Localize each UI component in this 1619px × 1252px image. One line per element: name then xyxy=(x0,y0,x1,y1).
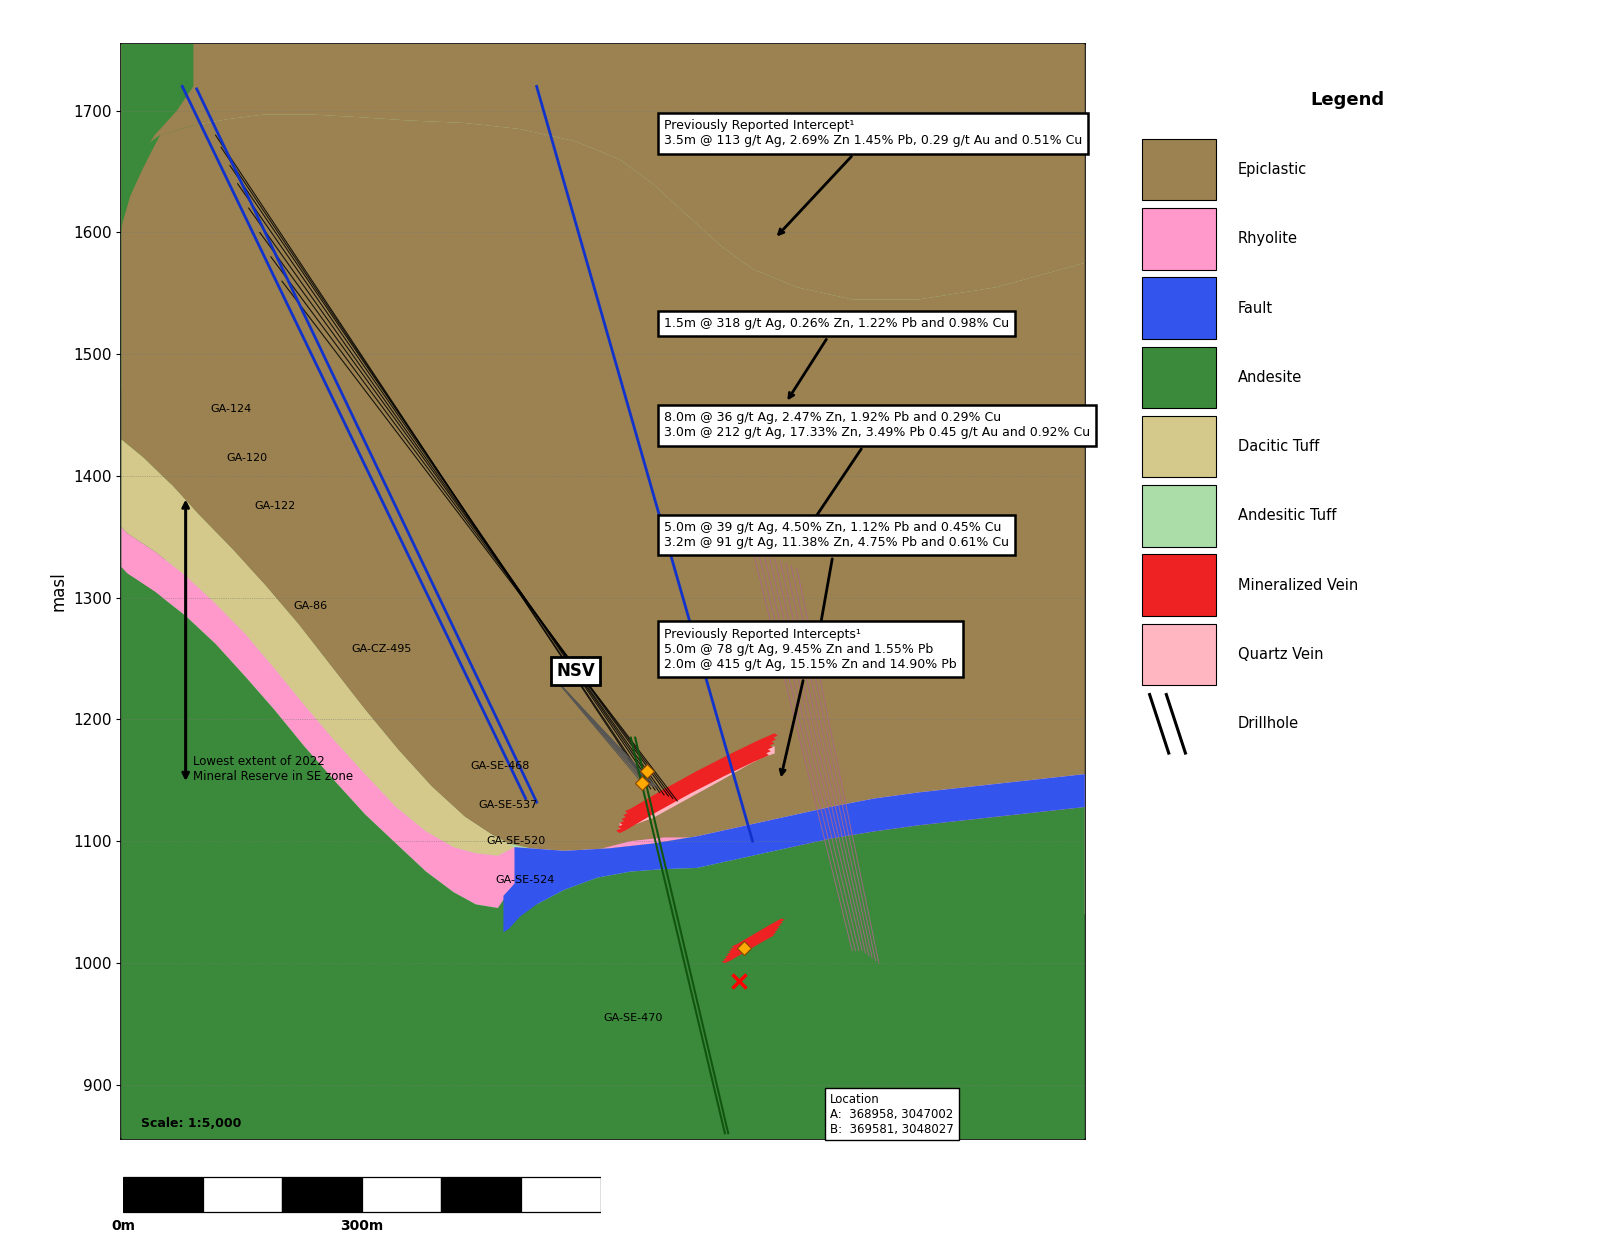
Polygon shape xyxy=(121,214,155,1139)
Text: Legend: Legend xyxy=(1311,91,1384,109)
Text: Fault: Fault xyxy=(1239,300,1273,316)
Polygon shape xyxy=(121,135,160,227)
Polygon shape xyxy=(121,44,1085,1139)
Polygon shape xyxy=(622,741,774,821)
Polygon shape xyxy=(121,567,1085,1139)
Text: Lowest extent of 2022
Mineral Reserve in SE zone: Lowest extent of 2022 Mineral Reserve in… xyxy=(193,755,353,782)
Bar xyxy=(1143,139,1216,200)
Y-axis label: masl: masl xyxy=(50,572,68,611)
Text: GA-122: GA-122 xyxy=(254,501,296,511)
Text: Epiclastic: Epiclastic xyxy=(1239,162,1307,177)
Bar xyxy=(363,1177,442,1212)
Text: Mineralized Vein: Mineralized Vein xyxy=(1239,577,1358,592)
Bar xyxy=(1143,485,1216,547)
Text: 5.0m @ 39 g/t Ag, 4.50% Zn, 1.12% Pb and 0.45% Cu
3.2m @ 91 g/t Ag, 11.38% Zn, 4: 5.0m @ 39 g/t Ag, 4.50% Zn, 1.12% Pb and… xyxy=(664,521,1009,659)
Text: Scale: 1:5,000: Scale: 1:5,000 xyxy=(141,1117,241,1129)
Text: GA-CZ-495: GA-CZ-495 xyxy=(351,644,413,654)
Bar xyxy=(1143,623,1216,685)
Polygon shape xyxy=(727,926,780,955)
Text: Previously Reported Intercept¹
3.5m @ 113 g/t Ag, 2.69% Zn 1.45% Pb, 0.29 g/t Au: Previously Reported Intercept¹ 3.5m @ 11… xyxy=(664,119,1081,234)
Text: Dacitic Tuff: Dacitic Tuff xyxy=(1239,439,1319,454)
Text: GA-120: GA-120 xyxy=(227,453,267,463)
Polygon shape xyxy=(724,931,777,960)
Polygon shape xyxy=(617,752,769,833)
Polygon shape xyxy=(623,737,776,818)
Polygon shape xyxy=(618,749,771,829)
Polygon shape xyxy=(504,774,1085,933)
Bar xyxy=(1143,416,1216,477)
Text: Andesitic Tuff: Andesitic Tuff xyxy=(1239,508,1336,523)
Polygon shape xyxy=(121,44,193,233)
Polygon shape xyxy=(121,44,1085,299)
Polygon shape xyxy=(121,44,155,214)
Text: GA-SE-520: GA-SE-520 xyxy=(487,836,546,846)
Bar xyxy=(521,1177,601,1212)
Polygon shape xyxy=(121,439,515,855)
Polygon shape xyxy=(725,929,779,958)
Text: 300m: 300m xyxy=(340,1219,384,1233)
Polygon shape xyxy=(729,924,782,953)
Text: Location
A:  368958, 3047002
B:  369581, 3048027: Location A: 368958, 3047002 B: 369581, 3… xyxy=(831,1093,954,1136)
Text: GA-124: GA-124 xyxy=(210,404,251,414)
Text: 1.5m @ 318 g/t Ag, 0.26% Zn, 1.22% Pb and 0.98% Cu: 1.5m @ 318 g/t Ag, 0.26% Zn, 1.22% Pb an… xyxy=(664,317,1009,398)
Bar xyxy=(1143,347,1216,408)
Text: GA-SE-468: GA-SE-468 xyxy=(470,761,529,771)
Polygon shape xyxy=(620,746,776,830)
Bar xyxy=(1143,277,1216,339)
Text: NSV: NSV xyxy=(555,662,594,680)
Polygon shape xyxy=(722,934,776,963)
Text: GA-86: GA-86 xyxy=(293,601,327,611)
Bar xyxy=(1143,555,1216,616)
Polygon shape xyxy=(625,734,777,814)
Text: Andesite: Andesite xyxy=(1239,369,1302,384)
Text: GA-SE-524: GA-SE-524 xyxy=(495,875,555,885)
Text: GA-SE-470: GA-SE-470 xyxy=(602,1013,662,1023)
Bar xyxy=(442,1177,521,1212)
Text: 8.0m @ 36 g/t Ag, 2.47% Zn, 1.92% Pb and 0.29% Cu
3.0m @ 212 g/t Ag, 17.33% Zn, : 8.0m @ 36 g/t Ag, 2.47% Zn, 1.92% Pb and… xyxy=(664,412,1090,532)
Bar xyxy=(202,1177,282,1212)
Polygon shape xyxy=(121,527,1085,914)
Polygon shape xyxy=(732,919,785,948)
Polygon shape xyxy=(121,44,204,1139)
Text: Quartz Vein: Quartz Vein xyxy=(1239,647,1323,662)
Text: Drillhole: Drillhole xyxy=(1239,716,1298,731)
Text: 0m: 0m xyxy=(112,1219,134,1233)
Bar xyxy=(123,1177,202,1212)
Polygon shape xyxy=(121,114,1085,851)
Text: GA-SE-537: GA-SE-537 xyxy=(478,800,538,810)
Bar xyxy=(282,1177,363,1212)
Polygon shape xyxy=(730,921,784,950)
Bar xyxy=(1143,208,1216,269)
Text: Rhyolite: Rhyolite xyxy=(1239,232,1298,247)
Polygon shape xyxy=(620,745,772,825)
Text: Previously Reported Intercepts¹
5.0m @ 78 g/t Ag, 9.45% Zn and 1.55% Pb
2.0m @ 4: Previously Reported Intercepts¹ 5.0m @ 7… xyxy=(664,627,957,775)
Polygon shape xyxy=(121,214,155,1139)
